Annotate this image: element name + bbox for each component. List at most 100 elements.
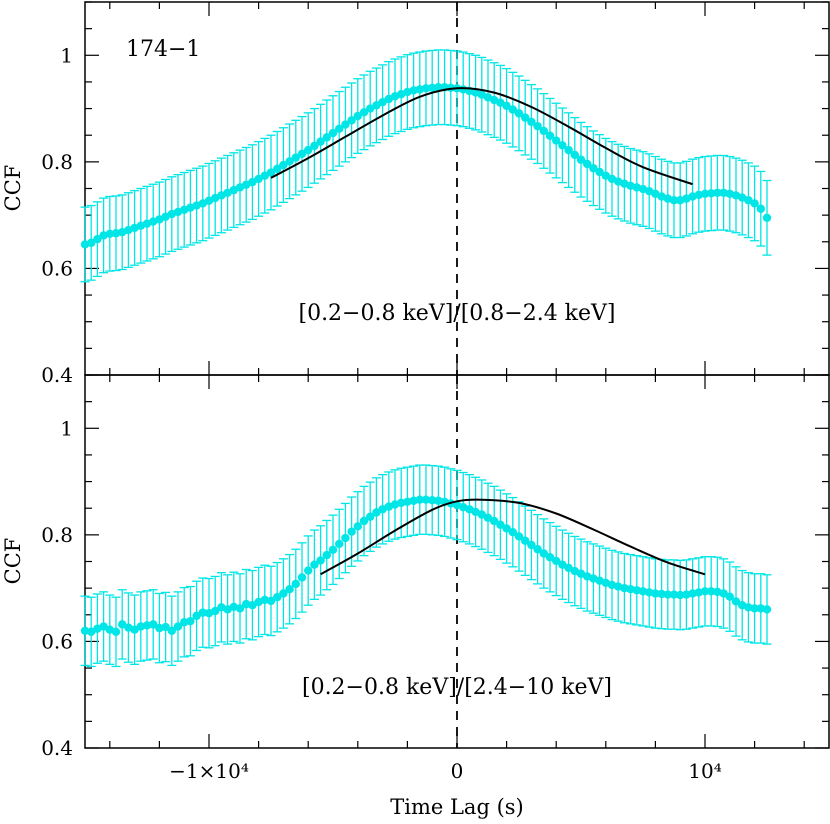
data-point (142, 621, 152, 630)
x-tick-label: −1×10⁴ (169, 759, 249, 783)
data-point (335, 124, 344, 134)
data-point (248, 177, 257, 187)
panel-id-label: 174−1 (126, 37, 200, 62)
y-tick-label: 1 (60, 43, 73, 67)
data-point (564, 563, 573, 573)
data-point (477, 510, 486, 519)
data-point (762, 213, 772, 223)
data-point (719, 589, 728, 598)
data-point (341, 120, 350, 129)
data-point (99, 622, 108, 631)
data-point (421, 495, 431, 504)
data-point (700, 189, 710, 199)
y-axis-title-bottom: CCF (1, 538, 25, 585)
fit-curve (270, 87, 693, 186)
data-point (347, 527, 356, 536)
data-point (707, 189, 716, 198)
data-point (359, 516, 369, 526)
data-point (552, 556, 561, 566)
data-point (260, 171, 269, 180)
data-point (527, 540, 536, 550)
data-point (409, 496, 418, 505)
data-point (310, 560, 319, 569)
band-ratio-label-top: [0.2−0.8 keV]/[0.8−2.4 keV] (298, 301, 615, 326)
y-tick-label: 0.4 (41, 363, 73, 387)
data-point (254, 174, 263, 184)
data-point (310, 141, 319, 151)
data-point (409, 86, 418, 95)
data-point (576, 155, 586, 164)
data-point (111, 627, 121, 637)
data-point (744, 196, 753, 205)
y-tick-label: 0.8 (41, 523, 73, 547)
data-point (620, 583, 629, 593)
y-tick-label: 1 (60, 416, 73, 440)
data-point (731, 597, 741, 606)
data-point (291, 153, 300, 162)
data-point (118, 620, 127, 629)
data-point (273, 593, 282, 602)
x-tick-label: 0 (451, 759, 464, 783)
data-point (539, 126, 548, 136)
data-point (434, 83, 443, 92)
data-point (173, 622, 183, 631)
data-point (514, 109, 524, 118)
data-point (161, 622, 170, 632)
data-point (211, 606, 220, 616)
data-point (279, 589, 288, 598)
data-point (335, 539, 344, 549)
data-point (508, 105, 517, 114)
fit-curve (320, 498, 706, 576)
data-point (322, 550, 331, 560)
data-point (285, 157, 294, 166)
data-point (415, 495, 424, 504)
data-point (397, 498, 406, 508)
data-point (545, 131, 555, 140)
data-point (378, 97, 387, 107)
data-point (694, 588, 703, 597)
data-point (428, 496, 437, 505)
data-point (105, 229, 115, 238)
data-point (242, 599, 251, 609)
data-point (558, 560, 567, 569)
data-point (297, 573, 307, 582)
data-point (80, 626, 90, 635)
data-point (756, 604, 765, 613)
data-point (353, 111, 362, 121)
data-point (198, 608, 207, 617)
data-point (750, 199, 759, 208)
data-point (601, 171, 610, 180)
data-point (149, 620, 158, 629)
data-point (676, 590, 685, 600)
data-point (651, 589, 660, 598)
data-point (291, 579, 300, 589)
data-point (595, 167, 604, 177)
data-point (539, 549, 548, 558)
data-point (421, 84, 431, 93)
data-point (725, 592, 734, 601)
data-point (719, 188, 728, 197)
data-point (521, 113, 530, 122)
data-point (304, 145, 313, 155)
data-point (266, 168, 276, 177)
data-point (273, 164, 282, 173)
ccf-panel-bottom: 0.4 0.6 0.8 1 −1×10⁴ 0 10⁴ (41, 374, 830, 783)
data-point (136, 622, 145, 631)
data-point (645, 588, 654, 597)
data-point (415, 85, 424, 94)
data-point (657, 589, 666, 599)
data-point (180, 618, 189, 627)
data-point (713, 188, 722, 197)
data-point (403, 497, 412, 507)
data-point (521, 536, 530, 545)
data-point (260, 595, 269, 605)
data-point (316, 556, 325, 565)
data-point (626, 585, 635, 594)
data-point (428, 83, 437, 92)
data-point (87, 238, 96, 248)
ccf-panel-top: 0.4 0.6 0.8 1 (41, 1, 830, 387)
data-point (589, 164, 598, 173)
data-point (353, 522, 362, 531)
data-point (552, 136, 561, 145)
